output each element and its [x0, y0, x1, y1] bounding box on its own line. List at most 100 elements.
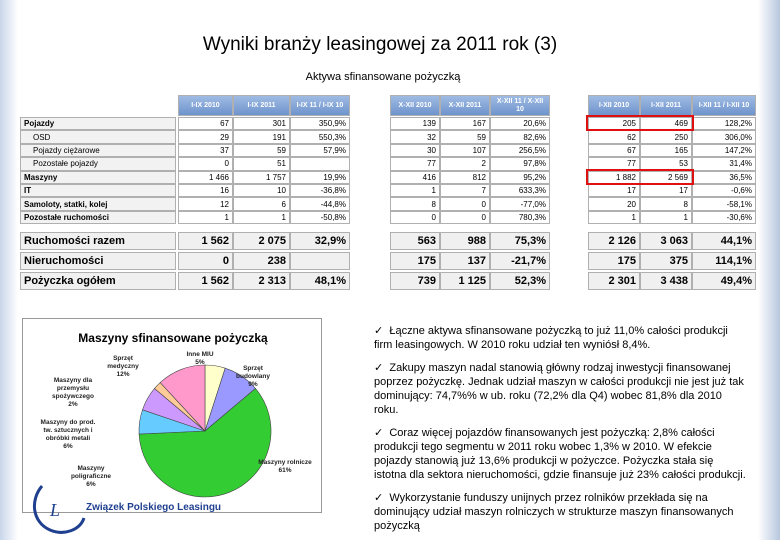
- table-cell: 350,9%: [290, 117, 350, 131]
- table-cell: -0,6%: [692, 184, 756, 198]
- table-cell: 1 125: [440, 272, 490, 290]
- logo-swirl: [33, 485, 86, 534]
- row-label: Nieruchomości: [20, 252, 176, 270]
- table-cell: -50,8%: [290, 210, 350, 225]
- table-cell: 20,6%: [490, 117, 550, 131]
- table-cell: 30: [390, 143, 440, 158]
- table-cell: 20: [588, 197, 640, 211]
- table-cell: 17: [588, 184, 640, 198]
- column-header: X-XII 2010: [390, 95, 440, 116]
- pie-label-name: Sprzęt medyczny: [107, 355, 139, 370]
- table-cell: 67: [178, 117, 233, 131]
- row-label: Pojazdy ciężarowe: [20, 143, 176, 158]
- table-cell: 0: [440, 210, 490, 225]
- table-cell: 563: [390, 232, 440, 250]
- table-cell: 82,6%: [490, 130, 550, 144]
- table-cell: [290, 157, 350, 171]
- highlight-box: [586, 115, 694, 131]
- table-cell: [290, 252, 350, 270]
- bullet: Coraz więcej pojazdów finansowanych jest…: [374, 426, 746, 482]
- slide-edge: [758, 0, 780, 540]
- pie-label-name: Maszyny rolnicze: [258, 459, 312, 466]
- pie-label-value: 12%: [116, 371, 130, 378]
- table-cell: 1 757: [233, 170, 290, 184]
- table-cell: -77,0%: [490, 197, 550, 211]
- row-label: Pozostałe ruchomości: [20, 210, 176, 225]
- table-cell: 2 075: [233, 232, 290, 250]
- row-label: IT: [20, 184, 176, 198]
- table-cell: 165: [640, 143, 692, 158]
- table-cell: 633,3%: [490, 184, 550, 198]
- table-cell: 75,3%: [490, 232, 550, 250]
- table-cell: 739: [390, 272, 440, 290]
- pie-svg: [138, 364, 272, 498]
- logo-text: Związek Polskiego Leasingu: [86, 502, 222, 513]
- pie-label-value: 6%: [63, 443, 73, 450]
- table-cell: 3 438: [640, 272, 692, 290]
- table-cell: 2 313: [233, 272, 290, 290]
- table-cell: -44,8%: [290, 197, 350, 211]
- table-cell: 57,9%: [290, 143, 350, 158]
- pie-slice: [138, 388, 272, 498]
- table-cell: 31,4%: [692, 157, 756, 171]
- pie-label: Sprzęt budowlany 9%: [228, 365, 278, 389]
- pie-chart: Maszyny sfinansowane pożyczką Inne MIU 5%…: [22, 318, 322, 513]
- bullet: Wykorzystanie funduszy unijnych przez ro…: [374, 491, 746, 533]
- table-cell: 1 466: [178, 170, 233, 184]
- table-cell: 37: [178, 143, 233, 158]
- table-cell: 2 126: [588, 232, 640, 250]
- column-header: I-XII 2010: [588, 95, 640, 116]
- table-cell: 36,5%: [692, 170, 756, 184]
- table-cell: 51: [233, 157, 290, 171]
- table-cell: 67: [588, 143, 640, 158]
- table-cell: 8: [640, 197, 692, 211]
- pie-label: Maszyny poligraficzne 6%: [63, 465, 119, 489]
- table-cell: -36,8%: [290, 184, 350, 198]
- table-cell: 12: [178, 197, 233, 211]
- pie-label-name: Maszyny do prod. tw. sztucznych i obróbk…: [40, 419, 96, 442]
- bullet: Łączne aktywa sfinansowane pożyczką to j…: [374, 324, 746, 352]
- table-cell: 2: [440, 157, 490, 171]
- column-header: I-IX 11 / I-IX 10: [290, 95, 350, 116]
- table-cell: 7: [440, 184, 490, 198]
- table-cell: 19,9%: [290, 170, 350, 184]
- table-cell: 29: [178, 130, 233, 144]
- table-cell: 780,3%: [490, 210, 550, 225]
- table-cell: 238: [233, 252, 290, 270]
- pie-label: Maszyny dla przemysłu spożywczego 2%: [45, 377, 101, 409]
- table-cell: 1: [178, 210, 233, 225]
- table-cell: 10: [233, 184, 290, 198]
- table-cell: 16: [178, 184, 233, 198]
- bullet: Zakupy maszyn nadal stanowią główny rodz…: [374, 361, 746, 417]
- table-cell: 139: [390, 117, 440, 131]
- table-cell: 1: [640, 210, 692, 225]
- highlight-box: [586, 169, 694, 185]
- row-label: OSD: [20, 130, 176, 144]
- table-cell: 97,8%: [490, 157, 550, 171]
- table-cell: 147,2%: [692, 143, 756, 158]
- table-cell: -30,6%: [692, 210, 756, 225]
- table-cell: 1: [588, 210, 640, 225]
- column-header: I-XII 2011: [640, 95, 692, 116]
- table-cell: 0: [178, 157, 233, 171]
- pie-label: Sprzęt medyczny 12%: [97, 355, 149, 379]
- table-cell: 48,1%: [290, 272, 350, 290]
- slide-subtitle: Aktywa sfinansowane pożyczką: [305, 71, 461, 83]
- row-label: Ruchomości razem: [20, 232, 176, 250]
- pie-label-name: Maszyny dla przemysłu spożywczego: [52, 377, 94, 400]
- slide-title: Wyniki branży leasingowej za 2011 rok (3…: [202, 34, 558, 55]
- pie-label-value: 6%: [86, 481, 96, 488]
- table-cell: 1 562: [178, 232, 233, 250]
- table-cell: 416: [390, 170, 440, 184]
- bullet-list: Łączne aktywa sfinansowane pożyczką to j…: [374, 324, 746, 540]
- table-cell: 137: [440, 252, 490, 270]
- table-cell: 167: [440, 117, 490, 131]
- pie-label-value: 9%: [248, 381, 258, 388]
- pie-label-value: 2%: [68, 401, 78, 408]
- table-cell: 1: [390, 184, 440, 198]
- slide-edge: [0, 0, 18, 540]
- table-cell: 52,3%: [490, 272, 550, 290]
- table-cell: 0: [178, 252, 233, 270]
- column-header: I-XII 11 / I-XII 10: [692, 95, 756, 116]
